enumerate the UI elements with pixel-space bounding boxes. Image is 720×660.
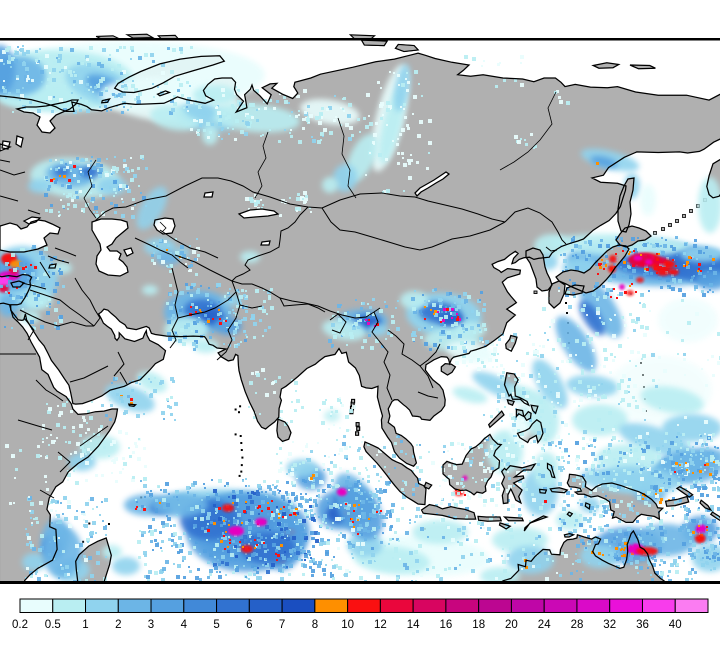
svg-text:3: 3 <box>148 619 154 631</box>
svg-text:8: 8 <box>312 619 318 631</box>
svg-text:18: 18 <box>472 619 485 631</box>
svg-text:24: 24 <box>538 619 551 631</box>
svg-text:14: 14 <box>407 619 420 631</box>
svg-text:20: 20 <box>505 619 518 631</box>
svg-text:7: 7 <box>279 619 285 631</box>
svg-text:28: 28 <box>571 619 584 631</box>
svg-text:12: 12 <box>374 619 387 631</box>
svg-text:0.2: 0.2 <box>12 619 28 631</box>
svg-text:10: 10 <box>341 619 354 631</box>
svg-text:4: 4 <box>181 619 188 631</box>
svg-text:2: 2 <box>115 619 121 631</box>
svg-text:5: 5 <box>213 619 219 631</box>
svg-text:36: 36 <box>636 619 649 631</box>
svg-text:16: 16 <box>440 619 453 631</box>
svg-text:0.5: 0.5 <box>45 619 61 631</box>
svg-text:40: 40 <box>669 619 682 631</box>
svg-text:1: 1 <box>82 619 88 631</box>
svg-text:6: 6 <box>246 619 252 631</box>
svg-text:32: 32 <box>603 619 616 631</box>
